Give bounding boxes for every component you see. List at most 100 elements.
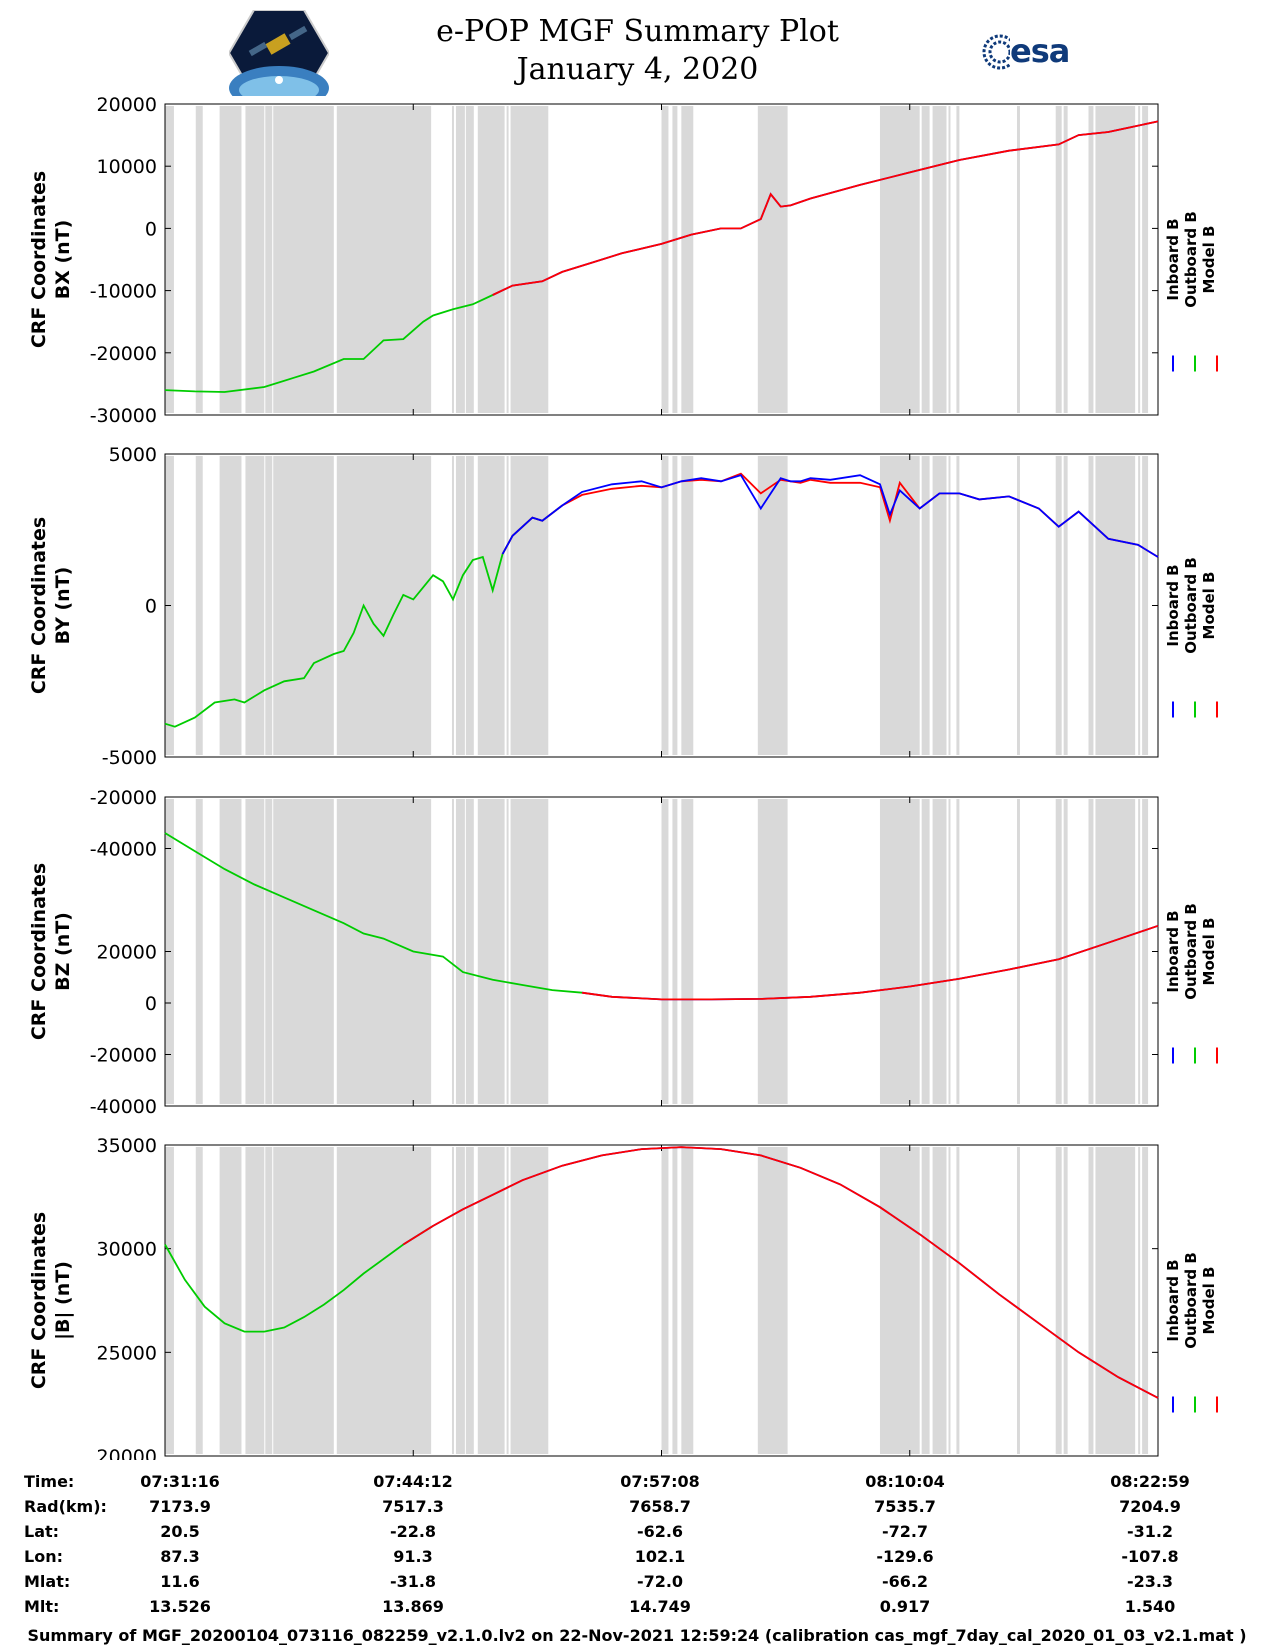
info-row-label: Lat: — [24, 1522, 60, 1541]
gap-shade — [1016, 106, 1020, 413]
gap-shade — [1095, 799, 1136, 1104]
info-value-lat: -22.8 — [389, 1522, 437, 1541]
series-line-inboard-b — [501, 474, 1159, 558]
y-tick-label: -40000 — [90, 1096, 157, 1118]
gap-shade — [455, 1147, 465, 1454]
y-axis-label: CRF Coordinates BY (nT) — [28, 517, 74, 694]
gap-shade — [265, 456, 273, 755]
info-value-lon: -107.8 — [1121, 1547, 1179, 1566]
gap-shade — [956, 1147, 960, 1454]
y-tick-label: 25000 — [97, 1342, 157, 1364]
gap-shade — [245, 799, 265, 1104]
esa-logo: esa — [980, 30, 1100, 74]
info-value-mlt: 13.526 — [149, 1597, 211, 1616]
gap-shade — [1088, 456, 1094, 755]
y-axis-label-line1: CRF Coordinates — [28, 517, 50, 694]
info-value-lon: -129.6 — [876, 1547, 934, 1566]
gap-shade — [932, 106, 947, 413]
info-value-mlat: 11.6 — [160, 1572, 200, 1591]
gap-shade — [477, 799, 505, 1104]
gap-shade — [681, 799, 694, 1104]
y-axis-label-line1: CRF Coordinates — [28, 171, 50, 348]
gap-shade — [510, 106, 549, 413]
info-row-label: Mlt: — [24, 1597, 60, 1616]
y-tick-label: -30000 — [90, 405, 157, 427]
gap-shade — [956, 799, 960, 1104]
gap-shade — [219, 106, 242, 413]
series-line-outboard-b — [164, 832, 583, 994]
gap-shade — [948, 106, 951, 413]
gap-shade — [879, 106, 920, 413]
gap-shade — [245, 456, 265, 755]
legend-label: Model B — [1200, 1267, 1218, 1335]
gap-shade — [273, 1147, 334, 1454]
gap-shade — [477, 1147, 505, 1454]
gap-shade — [336, 1147, 432, 1454]
y-tick-label: 0 — [145, 993, 157, 1015]
gap-shade — [921, 799, 930, 1104]
gap-shade — [219, 1147, 242, 1454]
info-value-mlt: 0.917 — [879, 1597, 931, 1616]
y-tick-label: 10000 — [97, 156, 157, 178]
gap-shade — [477, 106, 505, 413]
gap-shade — [661, 799, 669, 1104]
gap-shade — [1095, 106, 1136, 413]
gap-shade — [265, 1147, 273, 1454]
info-value-lat: -31.2 — [1126, 1522, 1174, 1541]
gap-shade — [1138, 1147, 1141, 1454]
gap-shade — [672, 1147, 678, 1454]
y-axis-label-line2: BX (nT) — [52, 220, 74, 300]
gap-shade — [219, 456, 242, 755]
y-tick-label: -20000 — [90, 1045, 157, 1067]
gap-shade — [506, 1147, 509, 1454]
series-line-model-b — [402, 1146, 1159, 1399]
gap-shade — [681, 1147, 694, 1454]
gap-shade — [948, 1147, 951, 1454]
gap-shade — [757, 1147, 788, 1454]
y-axis-label-line1: CRF Coordinates — [28, 1212, 50, 1389]
y-axis-label-line2: |B| (nT) — [52, 1261, 74, 1340]
gap-shade — [1063, 106, 1068, 413]
gap-shade — [672, 106, 678, 413]
series-line-outboard-b — [164, 1225, 434, 1333]
y-axis-label: CRF Coordinates BZ (nT) — [28, 863, 74, 1040]
info-value-lat: 20.5 — [160, 1522, 200, 1541]
gap-shade — [1138, 106, 1141, 413]
gap-shade — [757, 799, 788, 1104]
gap-shade — [245, 106, 265, 413]
gap-shade — [921, 456, 930, 755]
info-row-label: Time: — [24, 1472, 75, 1491]
header: e-POP MGF Summary Plot January 4, 2020 e… — [0, 0, 1275, 100]
legend-label: Inboard B — [1164, 910, 1182, 992]
gap-shade — [336, 106, 432, 413]
gap-shade — [956, 106, 960, 413]
gap-shade — [451, 799, 454, 1104]
gap-shade — [1138, 799, 1141, 1104]
gap-shade — [1142, 106, 1149, 413]
gap-shade — [1016, 799, 1020, 1104]
gap-shade — [1142, 456, 1149, 755]
gap-shade — [1055, 1147, 1062, 1454]
cassiope-satellite-logo — [229, 10, 329, 96]
gap-shade — [932, 799, 947, 1104]
info-row-label: Rad(km): — [24, 1497, 107, 1516]
info-value-time: 07:57:08 — [620, 1472, 700, 1491]
orbit-info-table: Time: Rad(km): Lat: Lon: Mlat: Mlt: 07:31:16 71… — [0, 1460, 1275, 1620]
y-tick-label: 20000 — [97, 1446, 157, 1460]
gap-shade — [1095, 456, 1136, 755]
legend-label: Inboard B — [1164, 1259, 1182, 1341]
gap-shade — [451, 456, 454, 755]
footer-summary: Summary of MGF_20200104_073116_082259_v2… — [27, 1626, 1247, 1645]
gap-shade — [506, 799, 509, 1104]
info-value-lon: 87.3 — [160, 1547, 200, 1566]
info-value-rad: 7204.9 — [1119, 1497, 1181, 1516]
y-tick-label: -10000 — [90, 281, 157, 303]
info-value-lon: 102.1 — [634, 1547, 686, 1566]
info-value-time: 07:31:16 — [140, 1472, 220, 1491]
y-tick-label: -20000 — [90, 343, 157, 365]
gap-shade — [1142, 1147, 1149, 1454]
y-tick-label: -5000 — [102, 747, 157, 769]
gap-shade — [932, 456, 947, 755]
gap-shade — [1016, 456, 1020, 755]
info-row-label: Mlat: — [24, 1572, 71, 1591]
